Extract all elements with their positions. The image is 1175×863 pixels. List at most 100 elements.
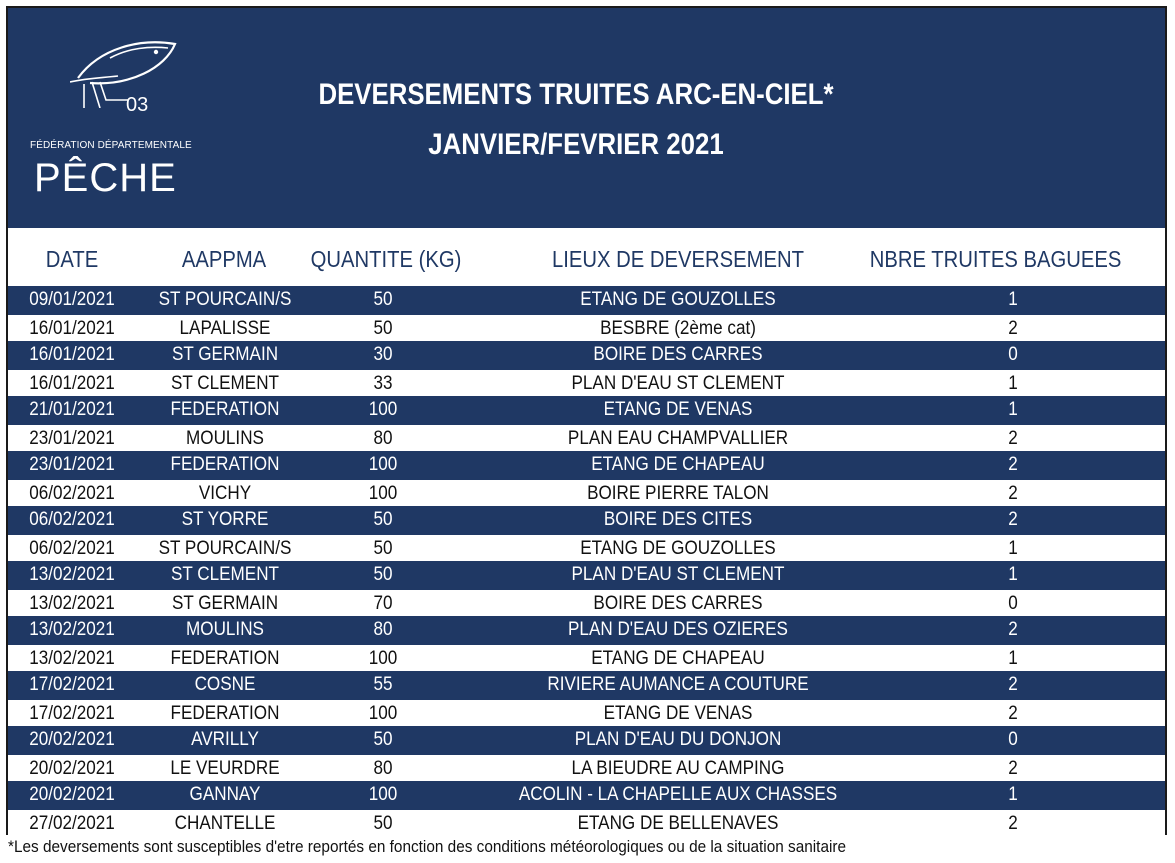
cell-lieu: ETANG DE BELLENAVES [577,812,779,834]
cell-date: 23/01/2021 [29,427,115,449]
cell-lieu: BESBRE (2ème cat) [600,317,756,339]
cell-date: 16/01/2021 [29,372,115,394]
table-row: 06/02/2021 ST YORRE 50 BOIRE DES CITES 2 [8,506,1165,534]
footnote: *Les deversements sont susceptibles d'et… [8,838,847,856]
cell-lieu: BOIRE PIERRE TALON [587,482,769,504]
cell-aappma: FEDERATION [170,399,280,420]
cell-quantite: 100 [368,399,398,420]
cell-date: 16/01/2021 [29,317,115,339]
header-date: DATE [45,246,99,272]
cell-quantite: 100 [368,482,398,504]
cell-aappma: FEDERATION [170,454,280,475]
cell-aappma: VICHY [198,482,252,504]
cell-quantite: 33 [373,372,393,394]
cell-lieu: ETANG DE CHAPEAU [591,454,765,475]
table-row: 06/02/2021 ST POURCAIN/S 50 ETANG DE GOUZOL… [8,533,1165,561]
cell-quantite: 70 [373,592,393,614]
cell-nbre-truites: 2 [1008,317,1018,339]
title-line-1: DEVERSEMENTS TRUITES ARC-EN-CIEL* [318,78,834,111]
header-aappma: AAPPMA [181,246,267,272]
cell-aappma: ST POURCAIN/S [158,537,292,559]
cell-nbre-truites: 2 [1008,674,1018,695]
table-body: 09/01/2021 ST POURCAIN/S 50 ETANG DE GOUZOL… [8,286,1165,836]
header-nbre-truites: NBRE TRUITES BAGUEES [869,246,1122,272]
table-row: 21/01/2021 FEDERATION 100 ETANG DE VENAS 1 [8,396,1165,424]
cell-lieu: BOIRE DES CARRES [593,592,763,614]
document-frame: 03 FÉDÉRATION DÉPARTEMENTALE PÊCHE DEVER… [6,6,1167,836]
header-banner: 03 FÉDÉRATION DÉPARTEMENTALE PÊCHE DEVER… [8,8,1165,228]
cell-aappma: MOULINS [186,619,264,640]
cell-date: 17/02/2021 [29,674,115,695]
cell-nbre-truites: 2 [1008,812,1018,834]
cell-nbre-truites: 1 [1008,399,1018,420]
table-row: 16/01/2021 ST GERMAIN 30 BOIRE DES CARRES 0 [8,341,1165,369]
cell-quantite: 55 [373,674,393,695]
cell-nbre-truites: 2 [1008,619,1018,640]
cell-aappma: ST GERMAIN [171,592,279,614]
table-row: 20/02/2021 GANNAY 100 ACOLIN - LA CHAPELLE … [8,781,1165,809]
cell-lieu: ETANG DE VENAS [603,399,753,420]
cell-quantite: 100 [368,454,398,475]
cell-aappma: FEDERATION [170,647,280,669]
cell-lieu: RIVIERE AUMANCE A COUTURE [547,674,809,695]
cell-quantite: 100 [368,647,398,669]
cell-date: 06/02/2021 [29,509,115,530]
table-row: 23/01/2021 FEDERATION 100 ETANG DE CHAPEAU 2 [8,451,1165,479]
cell-lieu: PLAN D'EAU ST CLEMENT [571,564,785,585]
table-row: 13/02/2021 ST CLEMENT 50 PLAN D'EAU ST CLEM… [8,561,1165,589]
cell-date: 20/02/2021 [29,784,115,805]
cell-date: 06/02/2021 [29,537,115,559]
cell-lieu: PLAN EAU CHAMPVALLIER [567,427,789,449]
cell-aappma: LE VEURDRE [170,757,280,779]
table-row: 13/02/2021 FEDERATION 100 ETANG DE CHAPEAU 1 [8,643,1165,671]
cell-date: 17/02/2021 [29,702,115,724]
header-quantite: QUANTITE (KG) [310,246,462,272]
cell-quantite: 30 [373,344,393,365]
cell-quantite: 100 [368,784,398,805]
cell-aappma: ST CLEMENT [170,564,279,585]
cell-lieu: PLAN D'EAU DES OZIERES [568,619,788,640]
cell-quantite: 50 [373,289,393,310]
title-line-2: JANVIER/FEVRIER 2021 [428,128,724,161]
cell-nbre-truites: 2 [1008,454,1018,475]
cell-date: 21/01/2021 [29,399,115,420]
header-lieux: LIEUX DE DEVERSEMENT [552,246,804,272]
cell-quantite: 50 [373,537,393,559]
federation-logo: 03 FÉDÉRATION DÉPARTEMENTALE PÊCHE [30,38,192,203]
cell-lieu: ETANG DE GOUZOLLES [580,289,776,310]
cell-nbre-truites: 2 [1008,482,1018,504]
cell-date: 23/01/2021 [29,454,115,475]
cell-date: 27/02/2021 [29,812,115,834]
cell-date: 13/02/2021 [29,619,115,640]
cell-nbre-truites: 1 [1008,784,1018,805]
cell-nbre-truites: 0 [1008,729,1018,750]
cell-aappma: ST CLEMENT [170,372,279,394]
cell-quantite: 50 [373,564,393,585]
cell-nbre-truites: 2 [1008,427,1018,449]
cell-lieu: ACOLIN - LA CHAPELLE AUX CHASSES [518,784,838,805]
cell-date: 13/02/2021 [29,647,115,669]
cell-aappma: ST POURCAIN/S [158,289,292,310]
cell-date: 09/01/2021 [29,289,115,310]
table-row: 27/02/2021 CHANTELLE 50 ETANG DE BELLENAVES… [8,808,1165,836]
cell-aappma: MOULINS [186,427,264,449]
cell-quantite: 80 [373,757,393,779]
cell-aappma: AVRILLY [191,729,259,750]
cell-date: 13/02/2021 [29,564,115,585]
cell-nbre-truites: 1 [1008,537,1018,559]
logo-number: 03 [126,94,149,116]
cell-aappma: COSNE [194,674,256,695]
logo-subtitle: FÉDÉRATION DÉPARTEMENTALE [30,140,192,151]
cell-lieu: BOIRE DES CITES [603,509,753,530]
cell-lieu: PLAN D'EAU DU DONJON [574,729,782,750]
cell-nbre-truites: 2 [1008,757,1018,779]
cell-quantite: 50 [373,509,393,530]
cell-nbre-truites: 1 [1008,564,1018,585]
cell-lieu: PLAN D'EAU ST CLEMENT [571,372,785,394]
cell-aappma: LAPALISSE [179,317,271,339]
cell-lieu: ETANG DE GOUZOLLES [580,537,776,559]
cell-lieu: ETANG DE CHAPEAU [591,647,765,669]
cell-nbre-truites: 2 [1008,509,1018,530]
cell-quantite: 50 [373,729,393,750]
cell-nbre-truites: 1 [1008,372,1018,394]
